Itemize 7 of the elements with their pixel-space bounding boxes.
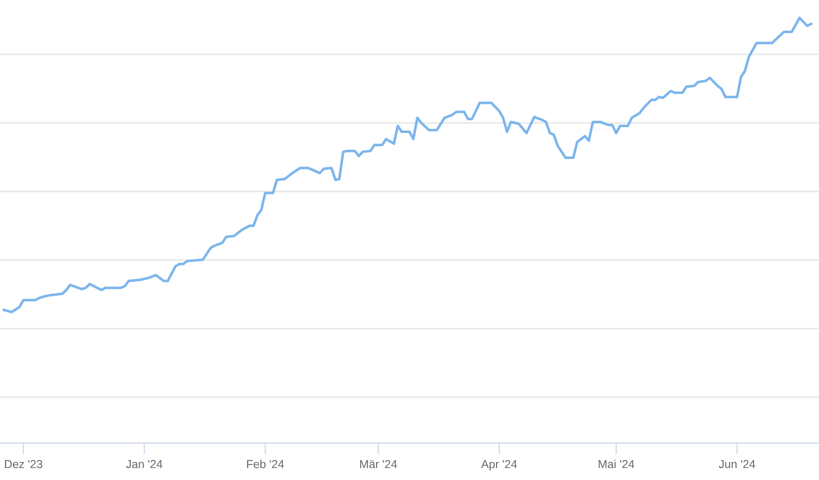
x-tick-label: Mai '24 (598, 460, 634, 468)
x-tick-label: Mär '24 (360, 460, 398, 468)
x-tick-label: Jan '24 (126, 460, 162, 468)
x-tick-label: Apr '24 (481, 460, 517, 470)
x-tick-label: Jun '24 (718, 460, 756, 468)
x-tick-label: Dez '23 (4, 460, 42, 468)
x-tick-label: Feb '24 (247, 460, 284, 468)
